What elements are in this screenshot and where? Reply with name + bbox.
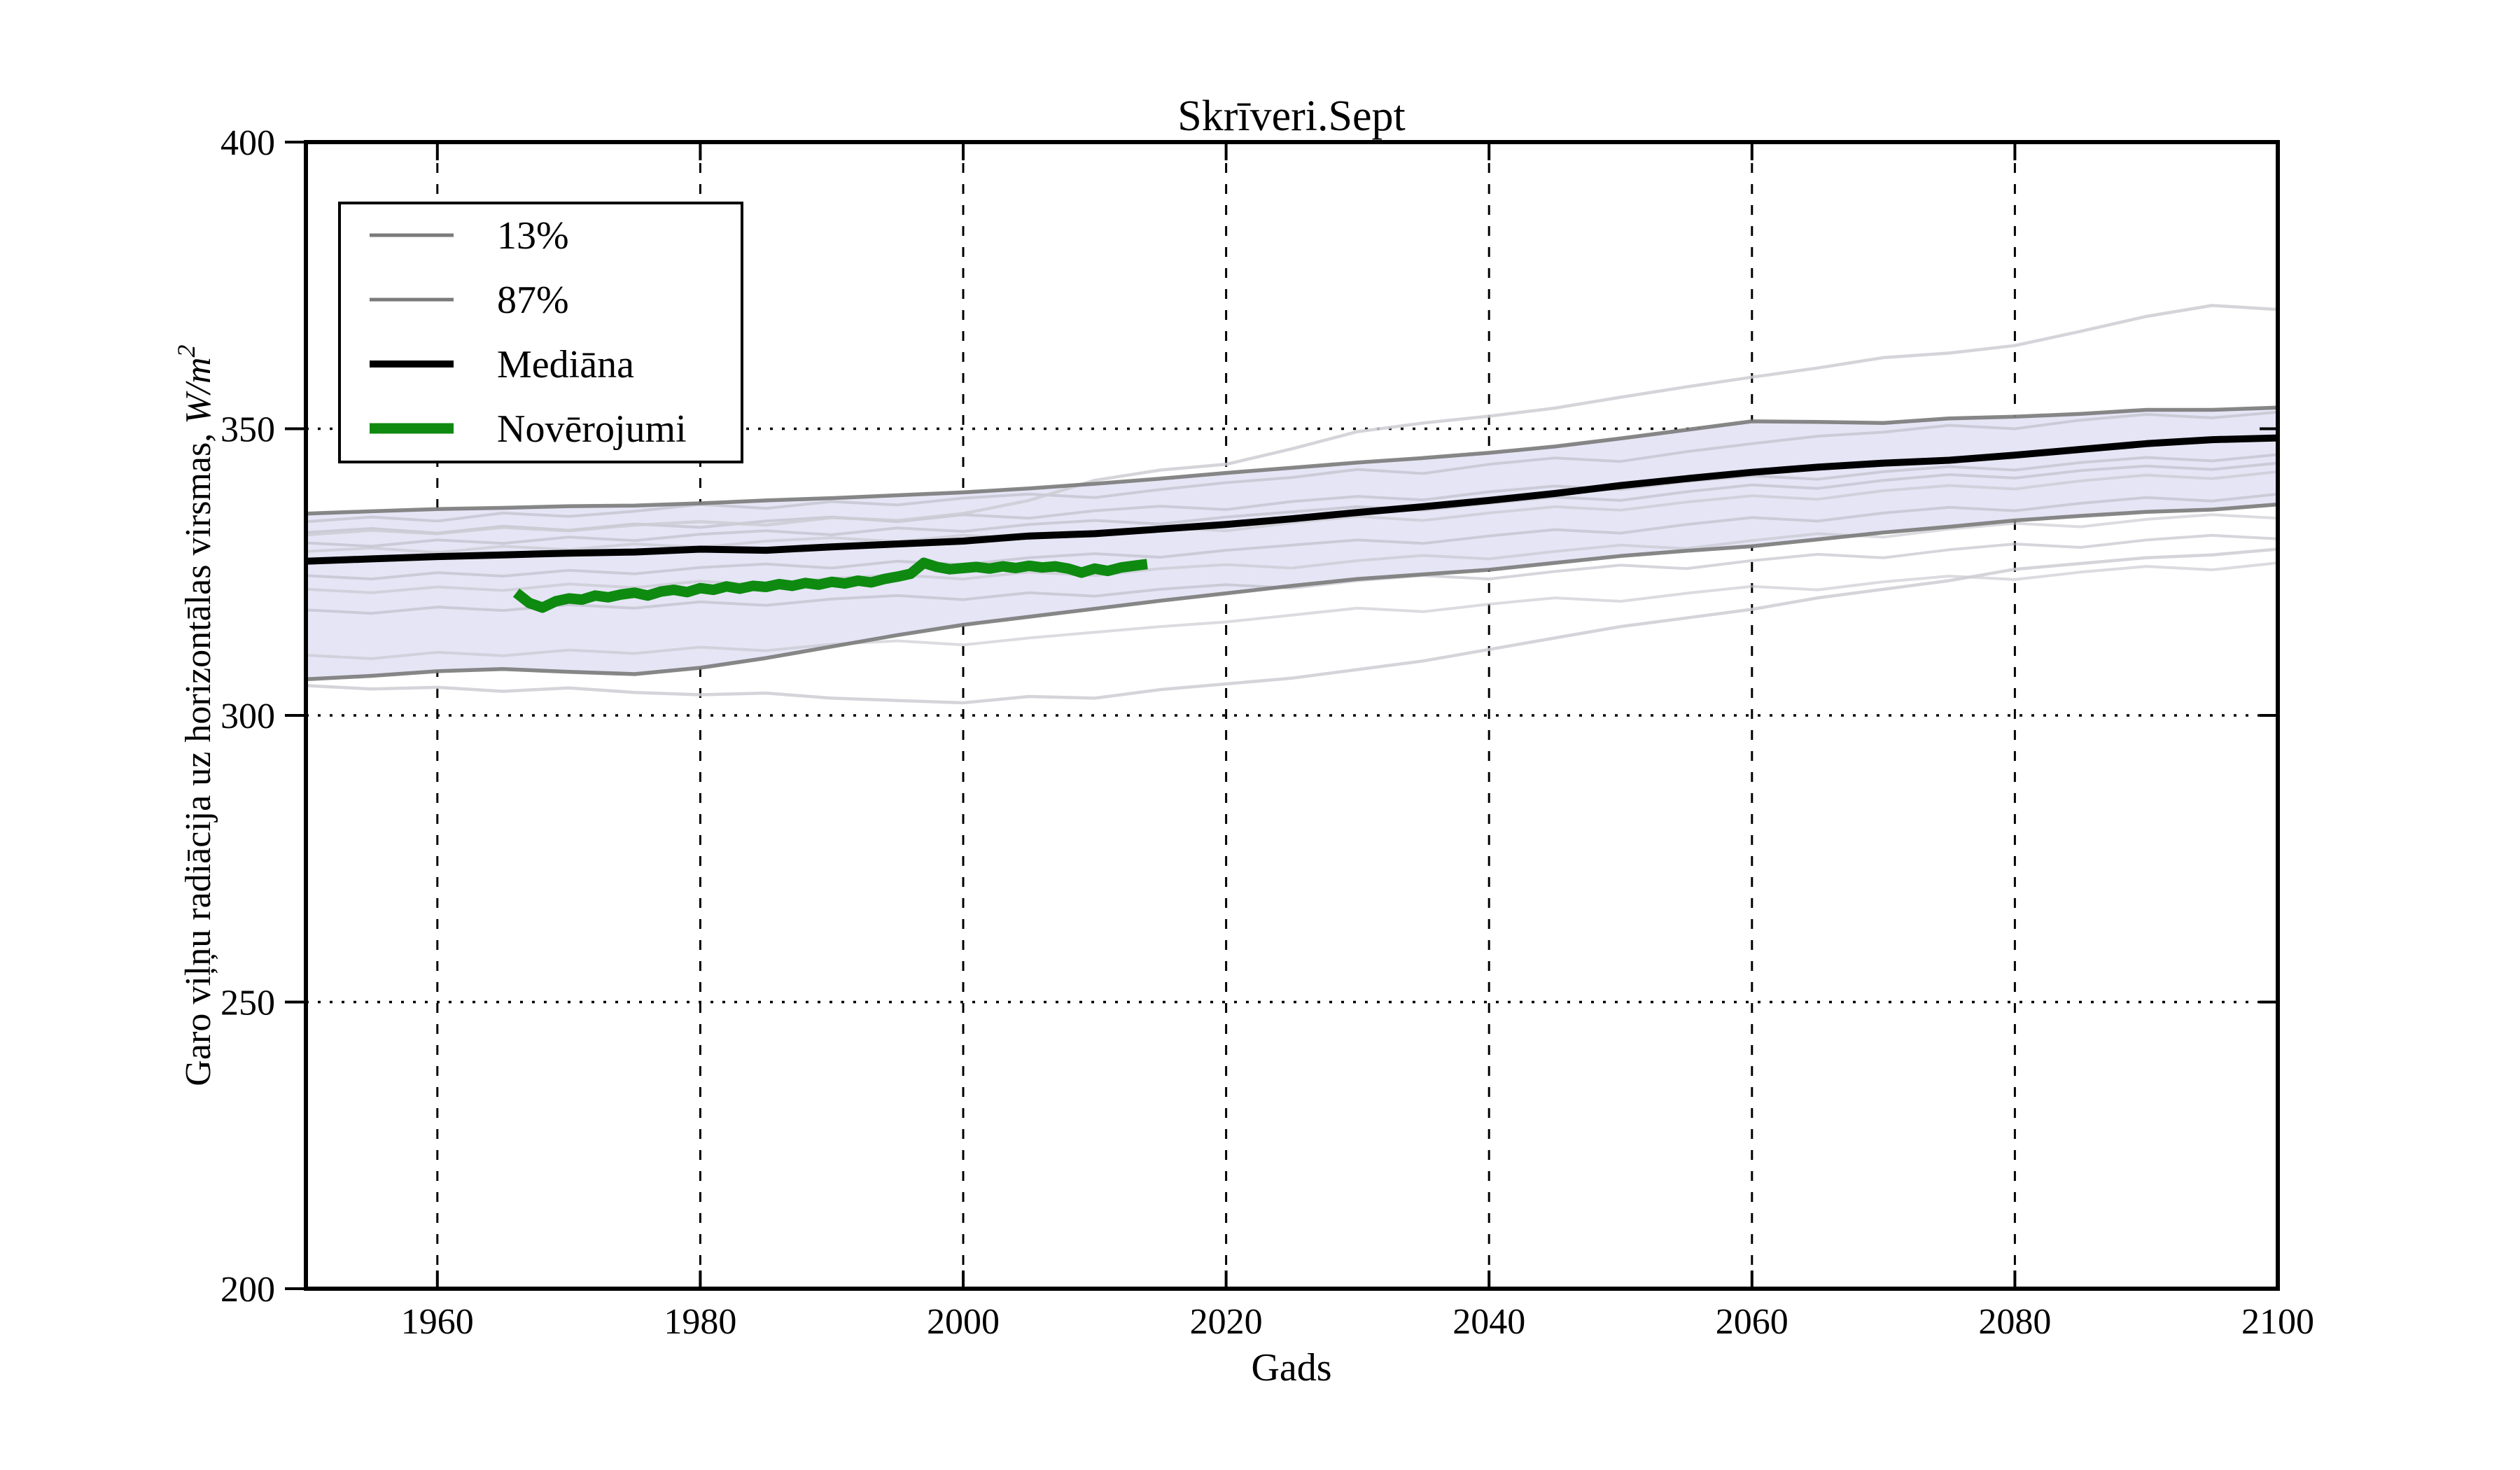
series-ensemble-7 xyxy=(305,533,2278,615)
y-tick-label-250: 250 xyxy=(220,983,275,1023)
x-tick-label-2080: 2080 xyxy=(1978,1302,2051,1342)
x-tick-label-2000: 2000 xyxy=(927,1302,1000,1342)
y-axis-label-math: W/m xyxy=(178,357,218,424)
percentile-band xyxy=(306,407,2278,680)
x-axis-label: Gads xyxy=(1251,1346,1331,1390)
legend-box xyxy=(338,202,743,463)
y-tick-label-200: 200 xyxy=(220,1270,275,1310)
legend-label-13pct: 13% xyxy=(497,214,569,258)
x-tick-label-2100: 2100 xyxy=(2241,1302,2314,1342)
series-87% xyxy=(305,405,2278,516)
x-tick-label-1960: 1960 xyxy=(401,1302,474,1342)
series-Novērojumi xyxy=(512,557,1148,613)
series-ensemble-3 xyxy=(305,470,2278,554)
x-tick-label-2040: 2040 xyxy=(1452,1302,1525,1342)
y-axis-label-text: Garo viļņu radiācija uz horizontālas vir… xyxy=(178,424,218,1086)
series-ensemble-low xyxy=(305,547,2278,705)
series-ensemble-2 xyxy=(305,461,2278,548)
y-tick-label-400: 400 xyxy=(220,123,275,163)
series-ensemble-high xyxy=(305,304,2278,537)
series-ensemble-8 xyxy=(305,561,2278,660)
series-ensemble-5 xyxy=(305,492,2278,581)
x-tick-label-1980: 1980 xyxy=(664,1302,736,1342)
tick-layer: 1960 1980 2000 2020 2040 2060 2080 2100 200 250 30… xyxy=(220,123,2314,1342)
legend-label-noverojumi: Novērojumi xyxy=(497,407,687,451)
series-Mediāna xyxy=(305,434,2278,565)
legend-label-mediana: Mediāna xyxy=(497,343,634,386)
y-axis-label: Garo viļņu radiācija uz horizontālas vir… xyxy=(172,344,218,1086)
series-layer xyxy=(305,304,2278,705)
x-tick-label-2020: 2020 xyxy=(1190,1302,1263,1342)
chart-title: Skrīveri.Sept xyxy=(1177,92,1405,140)
series-ensemble-1 xyxy=(305,410,2278,524)
legend-label-87pct: 87% xyxy=(497,279,569,322)
series-13% xyxy=(305,502,2278,682)
y-tick-label-350: 350 xyxy=(220,410,275,450)
x-tick-label-2060: 2060 xyxy=(1716,1302,1788,1342)
y-axis-label-exponent: 2 xyxy=(172,344,200,357)
y-tick-label-300: 300 xyxy=(220,696,275,736)
legend: 13% 87% Mediāna Novērojumi xyxy=(338,202,743,463)
